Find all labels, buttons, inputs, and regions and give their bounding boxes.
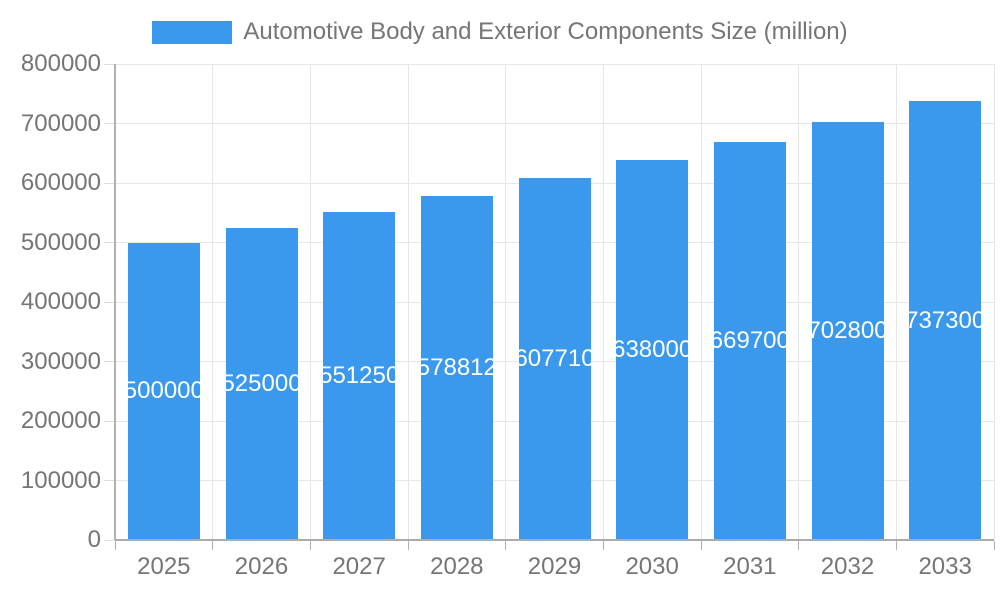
bar-2031[interactable]: 669700 (713, 141, 786, 540)
gridline-horizontal (115, 63, 994, 65)
gridline-vertical (407, 64, 409, 540)
legend-label: Automotive Body and Exterior Components … (243, 18, 848, 45)
gridline-vertical (309, 64, 311, 540)
bar-value-label: 607710 (518, 345, 591, 373)
gridline-vertical (505, 64, 507, 540)
x-axis-label-2029: 2029 (527, 553, 582, 580)
bar-2027[interactable]: 551250 (323, 212, 396, 540)
x-axis-tick (798, 541, 800, 550)
bar-2032[interactable]: 702800 (811, 121, 884, 540)
y-axis-tick (104, 242, 115, 243)
y-axis-tick (104, 361, 115, 362)
bar-value-label: 638000 (616, 336, 689, 364)
x-axis-tick (212, 541, 214, 550)
x-axis-tick (993, 541, 995, 550)
x-axis-label-2026: 2026 (234, 553, 289, 580)
y-axis-tick (104, 123, 115, 124)
x-axis-label-2031: 2031 (723, 553, 777, 580)
x-axis-line (115, 539, 994, 541)
bar-2028[interactable]: 578812 (420, 195, 493, 540)
x-axis-tick (895, 541, 897, 550)
x-axis-tick (700, 541, 702, 550)
x-axis-tick (505, 541, 507, 550)
y-axis-tick (104, 420, 115, 422)
y-axis-label: 800000 (20, 50, 101, 77)
x-axis-tick (407, 541, 409, 550)
bar-2029[interactable]: 607710 (518, 178, 591, 540)
y-axis-label: 0 (87, 526, 101, 553)
gridline-vertical (798, 64, 800, 540)
bar-value-label: 702800 (811, 316, 884, 344)
bar-2030[interactable]: 638000 (616, 160, 689, 540)
gridline-vertical (895, 64, 897, 540)
chart-legend: Automotive Body and Exterior Components … (0, 14, 1000, 50)
x-axis-label-2030: 2030 (625, 553, 679, 580)
gridline-vertical (700, 64, 702, 540)
gridline-vertical (993, 64, 995, 540)
y-axis-line (114, 64, 116, 540)
y-axis-tick (104, 182, 115, 184)
bar-value-label: 525000 (225, 369, 298, 397)
x-axis-label-2033: 2033 (918, 553, 972, 580)
gridline-vertical (212, 64, 214, 540)
y-axis-label: 300000 (20, 347, 101, 375)
bar-2026[interactable]: 525000 (225, 227, 298, 540)
bar-value-label: 737300 (909, 306, 982, 334)
x-axis-label-2032: 2032 (820, 553, 875, 580)
legend-swatch (152, 20, 233, 44)
y-axis-label: 700000 (20, 109, 101, 137)
y-axis-label: 200000 (20, 407, 101, 434)
x-axis-tick (602, 541, 604, 550)
bar-value-label: 551250 (323, 361, 396, 389)
y-axis-label: 600000 (20, 169, 101, 196)
y-axis-label: 500000 (20, 228, 101, 256)
bar-value-label: 669700 (713, 326, 786, 354)
x-axis-label-2027: 2027 (332, 553, 386, 580)
y-axis-tick (104, 539, 115, 541)
gridline-horizontal (115, 123, 994, 124)
x-axis-label-2028: 2028 (430, 553, 484, 580)
bar-2025[interactable]: 500000 (127, 242, 200, 540)
y-axis-label: 100000 (20, 466, 101, 494)
y-axis-tick (104, 63, 115, 65)
y-axis-label: 400000 (20, 288, 101, 315)
y-axis-tick (104, 301, 115, 303)
bar-2033[interactable]: 737300 (909, 101, 982, 540)
x-axis-label-2025: 2025 (137, 553, 191, 580)
x-axis-tick (114, 541, 116, 550)
gridline-vertical (602, 64, 604, 540)
x-axis-tick (309, 541, 311, 550)
bar-value-label: 578812 (420, 353, 493, 381)
y-axis-tick (104, 480, 115, 481)
bar-value-label: 500000 (127, 377, 200, 405)
